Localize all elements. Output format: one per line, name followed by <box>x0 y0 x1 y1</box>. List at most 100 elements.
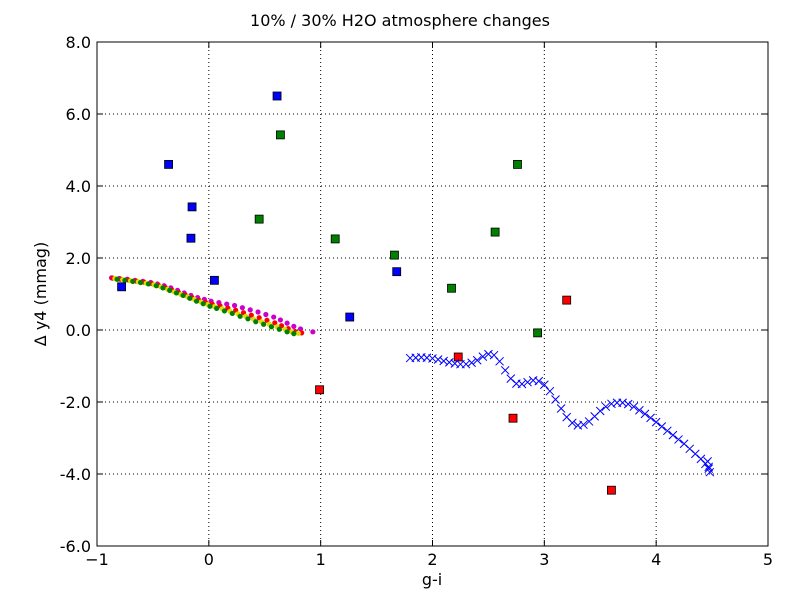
x-tick-label: 3 <box>539 550 549 569</box>
data-point <box>579 420 588 430</box>
data-point <box>272 91 282 101</box>
data-point <box>674 435 683 444</box>
data-point <box>607 399 616 409</box>
data-point <box>164 159 173 169</box>
tick-layer: −1 0 1 2 3 4 5 -6.0 -4.0 -2.0 0.0 2.0 4.0 6.0 8.0 <box>60 33 773 569</box>
data-point <box>138 279 144 286</box>
data-point <box>500 365 510 375</box>
data-point <box>210 275 219 285</box>
data-point <box>704 462 714 472</box>
data-point <box>284 320 290 326</box>
data-point <box>623 399 633 409</box>
data-point <box>646 413 655 423</box>
data-point <box>640 409 650 419</box>
data-point <box>428 354 437 363</box>
data-point <box>439 356 449 366</box>
y-tick-label: -2.0 <box>60 393 91 412</box>
data-point <box>705 467 715 477</box>
data-point <box>187 295 193 301</box>
data-point <box>562 295 572 305</box>
data-point <box>607 485 616 495</box>
data-point <box>153 283 159 289</box>
data-point <box>315 385 324 395</box>
data-layer <box>108 91 715 495</box>
data-point <box>271 314 277 320</box>
x-tick-label: 5 <box>763 550 773 569</box>
data-point <box>261 321 267 327</box>
y-tick-label: 6.0 <box>66 105 91 124</box>
data-point <box>467 358 476 368</box>
data-point <box>229 310 235 317</box>
data-point <box>221 308 228 314</box>
data-point <box>595 406 605 416</box>
data-point <box>247 307 253 313</box>
data-point <box>657 422 667 431</box>
data-point <box>447 283 456 293</box>
data-point <box>255 309 261 315</box>
data-point <box>545 386 555 396</box>
data-point <box>187 202 197 212</box>
data-point <box>117 282 127 292</box>
data-point <box>186 233 196 243</box>
data-point <box>200 301 206 307</box>
data-point <box>703 457 712 466</box>
data-point <box>291 323 297 329</box>
data-point <box>231 302 238 309</box>
data-point <box>272 320 278 326</box>
data-point <box>472 355 482 365</box>
data-point <box>253 319 259 325</box>
data-point <box>180 292 186 299</box>
data-point <box>635 405 644 415</box>
data-point <box>330 234 340 244</box>
data-point <box>263 311 269 318</box>
data-point <box>567 418 577 428</box>
data-point <box>551 395 560 404</box>
data-point <box>276 326 282 332</box>
data-point <box>517 379 527 389</box>
data-point <box>276 130 285 140</box>
y-tick-label: -6.0 <box>60 537 91 556</box>
series-4-square <box>117 91 402 322</box>
x-axis-label: g-i <box>422 570 442 589</box>
data-point <box>173 290 180 296</box>
data-point <box>601 402 611 412</box>
data-point <box>490 227 500 237</box>
y-tick-label: 0.0 <box>66 321 91 340</box>
x-tick-label: 2 <box>427 550 437 569</box>
y-tick-label: -4.0 <box>60 465 91 484</box>
data-point <box>160 285 166 291</box>
chart-title: 10% / 30% H2O atmosphere changes <box>250 11 550 30</box>
data-point <box>130 278 136 284</box>
y-tick-label: 4.0 <box>66 177 91 196</box>
data-point <box>618 398 627 408</box>
data-point <box>214 305 220 311</box>
data-point <box>295 330 301 336</box>
data-point <box>310 329 316 335</box>
data-point <box>453 352 463 362</box>
data-point <box>629 402 639 412</box>
data-point <box>556 404 566 413</box>
series-6-square <box>315 295 616 495</box>
data-point <box>245 316 251 322</box>
data-point <box>508 413 518 423</box>
data-point <box>495 356 504 366</box>
data-point <box>224 301 230 307</box>
data-point <box>264 317 270 323</box>
series-7-x <box>405 349 715 477</box>
data-point <box>284 329 290 335</box>
data-point <box>193 298 200 304</box>
data-point <box>248 312 254 318</box>
grid-layer <box>97 42 768 546</box>
y-tick-label: 2.0 <box>66 249 91 268</box>
data-point <box>668 430 678 440</box>
data-point <box>392 267 402 277</box>
data-point <box>533 328 543 338</box>
data-point <box>478 352 488 361</box>
data-point <box>484 349 493 359</box>
data-point <box>444 358 454 367</box>
x-tick-label: 4 <box>651 550 661 569</box>
data-point <box>239 305 245 311</box>
data-point <box>662 426 672 436</box>
data-point <box>254 214 264 224</box>
